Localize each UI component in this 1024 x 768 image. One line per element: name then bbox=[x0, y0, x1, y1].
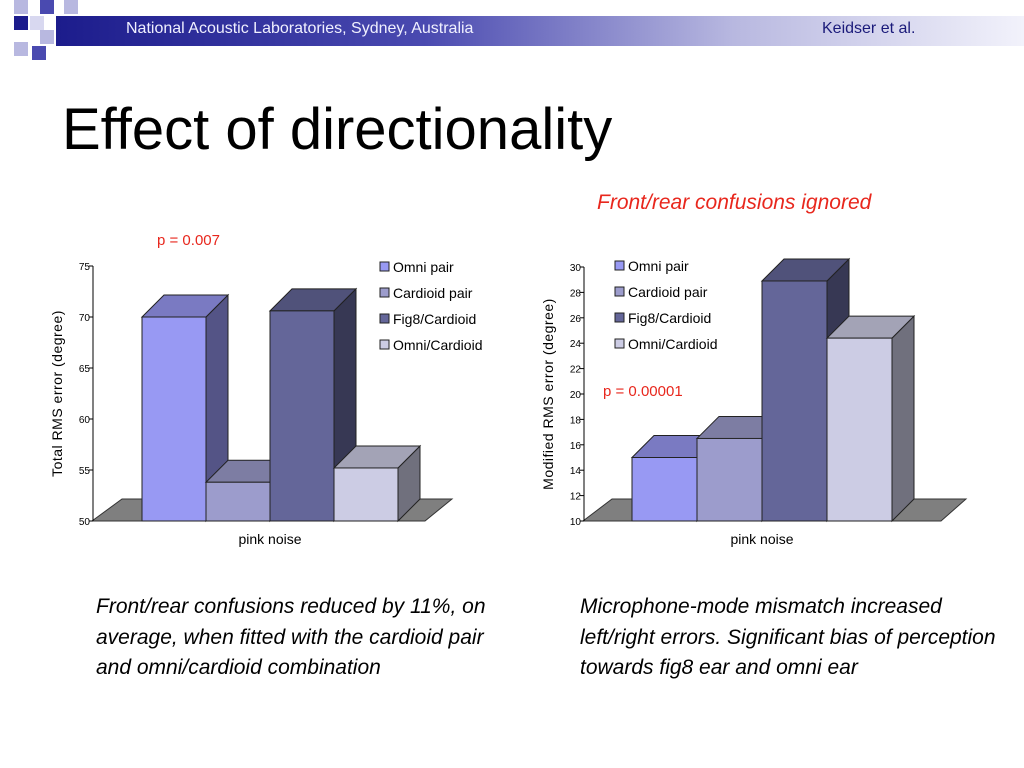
header-authors: Keidser et al. bbox=[822, 20, 916, 37]
legend-swatch bbox=[614, 260, 625, 271]
y-tick-label: 30 bbox=[570, 263, 582, 274]
y-tick-label: 55 bbox=[79, 466, 91, 477]
logo-squares bbox=[14, 0, 78, 60]
y-tick-label: 14 bbox=[570, 466, 582, 477]
legend-label: Omni/Cardioid bbox=[393, 337, 482, 353]
y-tick-label: 26 bbox=[570, 314, 582, 325]
x-category-label: pink noise bbox=[730, 531, 793, 547]
legend-label: Cardioid pair bbox=[628, 284, 708, 300]
p-value-annotation: p = 0.007 bbox=[157, 232, 220, 249]
p-value-annotation: p = 0.00001 bbox=[603, 383, 683, 400]
y-tick-label: 24 bbox=[570, 339, 582, 350]
bar-omni-pair bbox=[141, 316, 207, 522]
legend-label: Omni pair bbox=[393, 259, 454, 275]
y-tick-label: 28 bbox=[570, 288, 582, 299]
legend-label: Fig8/Cardioid bbox=[393, 311, 476, 327]
bar-cardioid-pair bbox=[205, 481, 271, 522]
header-band bbox=[56, 16, 1024, 46]
bar-fig8-cardioid bbox=[761, 280, 828, 522]
y-tick-label: 75 bbox=[79, 262, 91, 273]
caption-right: Microphone-mode mismatch increased left/… bbox=[580, 595, 996, 679]
y-tick-label: 22 bbox=[570, 365, 582, 376]
legend-swatch bbox=[379, 339, 390, 350]
legend-swatch bbox=[379, 313, 390, 324]
legend-swatch bbox=[614, 312, 625, 323]
legend-label: Omni/Cardioid bbox=[628, 336, 717, 352]
bar-side bbox=[891, 314, 915, 523]
bar-fig8-cardioid bbox=[269, 310, 335, 522]
legend-label: Fig8/Cardioid bbox=[628, 310, 711, 326]
chart-right: 10 12 14 16 18 20 22 24 26 28 30 Omni pair Cardioid … bbox=[540, 257, 968, 547]
legend-swatch bbox=[614, 338, 625, 349]
y-tick-label: 16 bbox=[570, 441, 582, 452]
bar-omni-cardioid bbox=[826, 337, 893, 522]
chart-subtitle: Front/rear confusions ignored bbox=[597, 191, 872, 214]
chart-left: 50 55 60 65 70 75 Omni pair Cardioid pair Fig8/C… bbox=[49, 232, 482, 547]
y-tick-label: 18 bbox=[570, 415, 582, 426]
legend-swatch bbox=[379, 287, 390, 298]
y-tick-label: 65 bbox=[79, 364, 91, 375]
y-tick-label: 50 bbox=[79, 517, 91, 528]
x-category-label: pink noise bbox=[238, 531, 301, 547]
y-tick-label: 10 bbox=[570, 517, 582, 528]
y-tick-label: 70 bbox=[79, 313, 91, 324]
bar-omni-cardioid bbox=[333, 467, 399, 522]
y-axis-label: Total RMS error (degree) bbox=[49, 310, 65, 477]
y-tick-label: 60 bbox=[79, 415, 91, 426]
y-tick-label: 20 bbox=[570, 390, 582, 401]
legend-swatch bbox=[379, 261, 390, 272]
legend-swatch bbox=[614, 286, 625, 297]
y-axis-label: Modified RMS error (degree) bbox=[540, 298, 556, 490]
y-tick-label: 12 bbox=[570, 492, 582, 503]
page-title: Effect of directionality bbox=[62, 97, 613, 162]
header-organization: National Acoustic Laboratories, Sydney, … bbox=[126, 20, 474, 37]
legend-label: Omni pair bbox=[628, 258, 689, 274]
caption-left: Front/rear confusions reduced by 11%, on… bbox=[96, 595, 486, 679]
bar-cardioid-pair bbox=[696, 437, 763, 522]
bar-omni-pair bbox=[631, 457, 698, 522]
legend-label: Cardioid pair bbox=[393, 285, 473, 301]
